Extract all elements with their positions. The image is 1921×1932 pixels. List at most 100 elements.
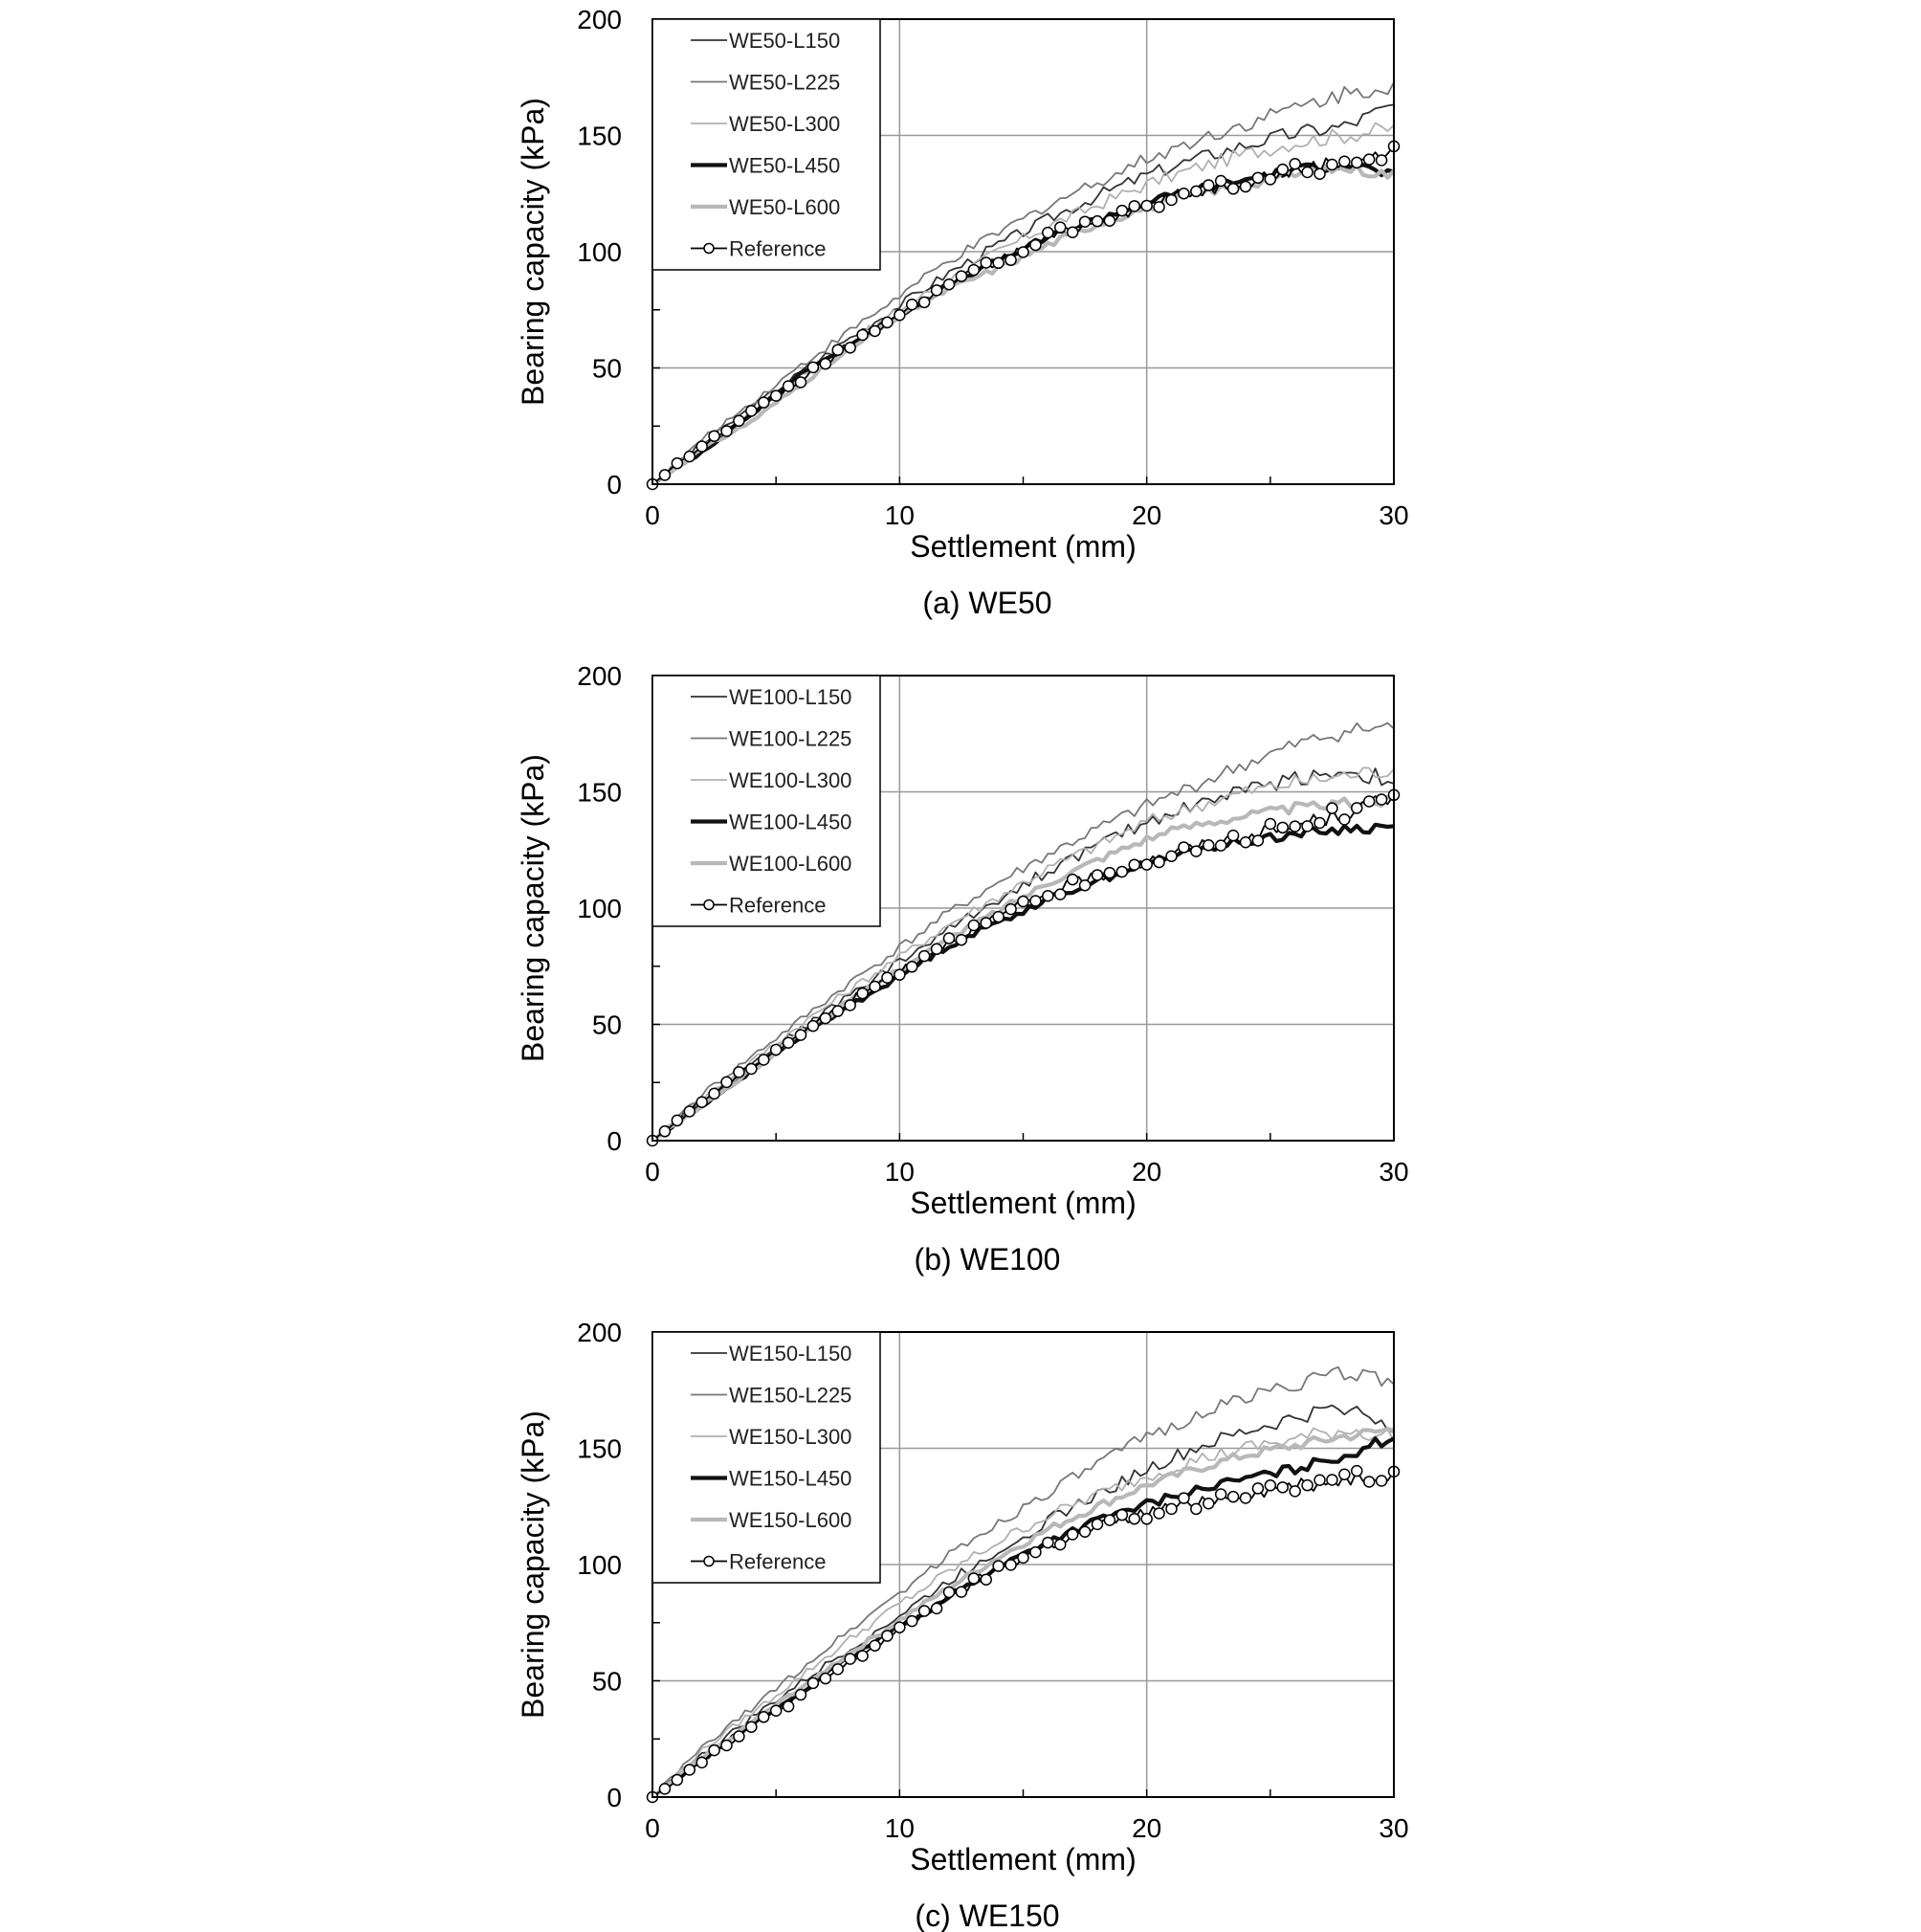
y-tick-label: 50 (592, 354, 622, 384)
reference-point (1203, 839, 1215, 852)
reference-point (894, 968, 906, 981)
reference-point (1375, 793, 1388, 806)
reference-point (894, 309, 906, 322)
reference-point (794, 1688, 807, 1701)
reference-point (1362, 1476, 1376, 1488)
reference-point (1326, 1474, 1338, 1486)
reference-point (980, 917, 992, 929)
chart-panel-3: 0 10 20 30 0 50 100 150 200 Settlement (mm) Bearin… (516, 1318, 1409, 1932)
x-tick-label: 0 (645, 1813, 660, 1843)
legend-box (651, 18, 881, 271)
reference-point (967, 919, 981, 932)
legend-label: WE100-L600 (729, 852, 851, 876)
y-tick-label: 150 (577, 1434, 622, 1464)
reference-point (1178, 1492, 1190, 1504)
legend-marker (703, 1555, 715, 1567)
reference-point (696, 1096, 708, 1108)
reference-point (869, 980, 881, 993)
legend-label: WE150-L225 (729, 1384, 851, 1408)
reference-point (894, 1621, 906, 1633)
reference-point (1203, 1498, 1215, 1510)
reference-point (671, 456, 684, 470)
reference-point (1375, 154, 1388, 167)
reference-point (1054, 221, 1067, 233)
reference-point (806, 1019, 820, 1033)
reference-point (1314, 1474, 1326, 1486)
legend-label: WE50-L225 (729, 71, 840, 95)
y-tick-label: 100 (577, 894, 622, 923)
legend-label: Reference (729, 237, 827, 261)
reference-point (1066, 226, 1079, 238)
reference-point (1005, 902, 1017, 916)
series-line-we50-l225 (651, 81, 1395, 485)
reference-point (1140, 1513, 1153, 1525)
reference-point (869, 324, 881, 338)
reference-point (1289, 820, 1301, 833)
reference-point (1029, 1545, 1042, 1559)
panel-caption: (b) WE100 (915, 1242, 1061, 1277)
x-tick-label: 0 (645, 500, 660, 530)
reference-point (1264, 173, 1277, 186)
reference-point (992, 1560, 1005, 1572)
reference-point (745, 405, 758, 417)
reference-point (1301, 166, 1314, 179)
reference-point (769, 389, 783, 402)
reference-point (708, 1743, 720, 1757)
reference-point (1178, 841, 1190, 854)
reference-point (967, 1572, 981, 1585)
reference-point (1251, 834, 1265, 847)
reference-point (806, 361, 820, 374)
reference-point (782, 1699, 795, 1713)
legend-label: WE100-L225 (729, 727, 851, 751)
reference-point (1301, 820, 1314, 833)
reference-point (819, 357, 832, 370)
reference-point (1289, 158, 1301, 170)
reference-point (758, 396, 770, 409)
reference-point (1251, 171, 1265, 185)
reference-point (708, 1087, 720, 1100)
reference-point (720, 1739, 733, 1752)
reference-point (906, 961, 918, 973)
y-tick-label: 100 (577, 1550, 622, 1580)
reference-point (831, 1663, 844, 1676)
legend-box (651, 675, 881, 927)
reference-point (1251, 1482, 1265, 1495)
reference-point (1165, 1502, 1178, 1516)
reference-point (1301, 1478, 1314, 1492)
series-line-we150-l225 (651, 1366, 1395, 1798)
reference-point (733, 1066, 745, 1078)
panel-caption: (c) WE150 (915, 1899, 1059, 1932)
reference-point (1029, 238, 1042, 252)
reference-point (930, 1602, 943, 1615)
reference-point (1078, 1525, 1092, 1539)
legend-label: WE100-L300 (729, 768, 851, 792)
reference-point (696, 1756, 708, 1769)
reference-point (856, 987, 869, 1000)
reference-point (917, 296, 931, 309)
reference-point (782, 1036, 795, 1049)
y-tick-label: 200 (577, 661, 622, 691)
y-tick-label: 50 (592, 1667, 622, 1697)
reference-point (671, 1114, 684, 1127)
legend-label: Reference (729, 1550, 827, 1574)
reference-point (856, 328, 869, 342)
reference-point (844, 342, 856, 354)
reference-point (758, 1054, 770, 1066)
reference-point (942, 278, 956, 291)
legend-label: WE150-L450 (729, 1467, 851, 1491)
x-tick-label: 20 (1132, 500, 1161, 530)
reference-point (906, 1614, 918, 1628)
reference-point (1178, 187, 1190, 200)
x-tick-label: 30 (1379, 500, 1408, 530)
reference-point (1042, 1536, 1054, 1549)
y-axis-label: Bearing capacity (kPa) (516, 98, 550, 406)
reference-point (844, 1653, 856, 1665)
reference-point (1115, 204, 1129, 217)
reference-point (980, 1573, 992, 1587)
reference-point (806, 1677, 820, 1690)
y-tick-label: 200 (577, 1318, 622, 1347)
reference-point (1128, 858, 1140, 871)
reference-point (1128, 200, 1140, 212)
reference-point (769, 1704, 783, 1717)
